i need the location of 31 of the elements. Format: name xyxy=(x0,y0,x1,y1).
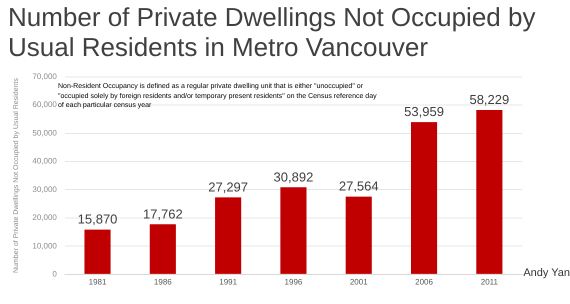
y-tick-label: 10,000 xyxy=(32,241,58,250)
y-tick-label: 20,000 xyxy=(32,213,58,222)
bar xyxy=(280,187,306,274)
y-tick-label: 30,000 xyxy=(32,184,58,194)
bar xyxy=(346,196,372,274)
data-label: 53,959 xyxy=(404,104,444,120)
data-label: 27,297 xyxy=(208,179,248,194)
data-label: 30,892 xyxy=(274,169,314,184)
data-label: 15,870 xyxy=(78,212,118,227)
y-tick-label: 40,000 xyxy=(32,156,58,166)
bar xyxy=(476,110,502,274)
bar xyxy=(150,224,176,274)
x-tick-label: 2011 xyxy=(480,277,498,286)
y-tick-label: 60,000 xyxy=(32,100,58,110)
data-label: 27,564 xyxy=(338,178,379,194)
bar xyxy=(215,197,242,274)
y-tick-label: 50,000 xyxy=(32,128,58,138)
chart-title: Number of Private Dwellings Not Occupied by Usual Residents in Metro Vancouver xyxy=(8,2,536,64)
bar xyxy=(84,230,111,274)
data-label: 58,229 xyxy=(469,92,510,108)
x-tick-label: 1986 xyxy=(154,277,172,286)
text: Andy Yan xyxy=(523,267,570,279)
y-tick-label: 0 xyxy=(52,270,58,279)
bar xyxy=(410,122,438,274)
x-tick-label: 2006 xyxy=(415,277,434,286)
x-tick-label: 1991 xyxy=(219,277,238,286)
data-label: 17,762 xyxy=(142,206,183,222)
x-tick-label: 1981 xyxy=(88,277,107,286)
x-tick-label: 1996 xyxy=(284,277,303,286)
y-tick-label: 70,000 xyxy=(32,72,58,82)
x-tick-label: 2001 xyxy=(350,277,368,286)
